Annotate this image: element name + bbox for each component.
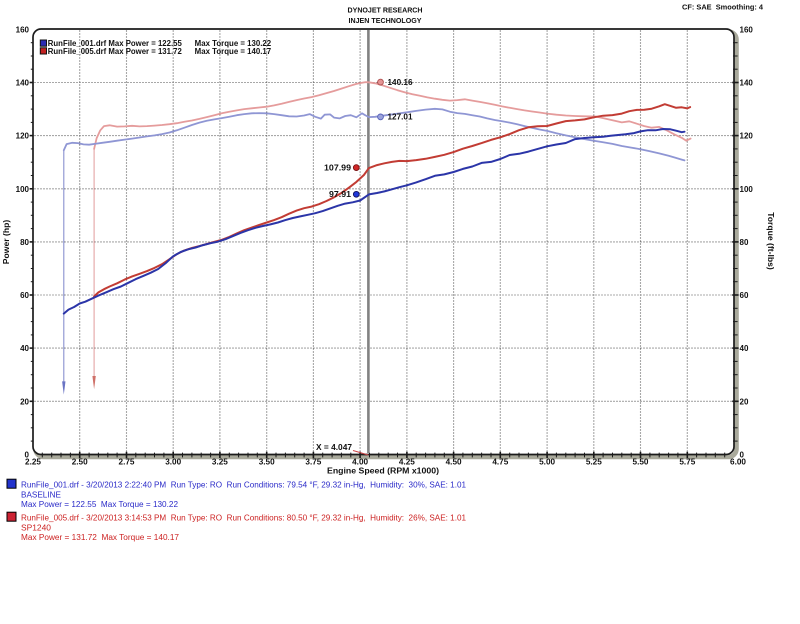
svg-text:80: 80 bbox=[740, 238, 749, 247]
svg-text:20: 20 bbox=[740, 397, 749, 406]
svg-text:120: 120 bbox=[16, 132, 30, 141]
svg-text:80: 80 bbox=[20, 238, 29, 247]
svg-text:Torque (ft-lbs): Torque (ft-lbs) bbox=[766, 212, 776, 270]
svg-text:40: 40 bbox=[740, 344, 749, 353]
svg-text:3.50: 3.50 bbox=[259, 457, 275, 466]
svg-text:CF: SAE Smoothing: 4: CF: SAE Smoothing: 4 bbox=[682, 3, 764, 12]
svg-text:140.16: 140.16 bbox=[388, 78, 414, 87]
svg-text:5.00: 5.00 bbox=[539, 457, 555, 466]
svg-text:Power (hp): Power (hp) bbox=[1, 220, 11, 265]
svg-text:4.25: 4.25 bbox=[399, 457, 415, 466]
svg-text:4.50: 4.50 bbox=[446, 457, 462, 466]
svg-text:127.01: 127.01 bbox=[388, 113, 414, 122]
svg-text:5.25: 5.25 bbox=[586, 457, 602, 466]
svg-text:140: 140 bbox=[16, 79, 30, 88]
svg-text:DYNOJET RESEARCH: DYNOJET RESEARCH bbox=[348, 6, 423, 15]
svg-text:Max Power = 131.72 Max Torque: Max Power = 131.72 Max Torque = 140.17 bbox=[21, 533, 180, 542]
svg-text:100: 100 bbox=[740, 185, 754, 194]
svg-text:4.75: 4.75 bbox=[492, 457, 508, 466]
svg-text:0: 0 bbox=[740, 451, 745, 460]
svg-text:2.50: 2.50 bbox=[72, 457, 88, 466]
svg-text:97.91: 97.91 bbox=[329, 190, 352, 199]
svg-text:X = 4.047: X = 4.047 bbox=[316, 443, 353, 452]
svg-text:100: 100 bbox=[16, 185, 30, 194]
svg-text:4.00: 4.00 bbox=[352, 457, 368, 466]
svg-text:0: 0 bbox=[25, 451, 30, 460]
svg-text:Engine Speed (RPM x1000): Engine Speed (RPM x1000) bbox=[327, 466, 439, 476]
svg-text:RunFile_005.drf Max Power = 13: RunFile_005.drf Max Power = 131.72 bbox=[48, 47, 183, 56]
svg-text:160: 160 bbox=[740, 26, 754, 35]
svg-text:Max Power = 122.55 Max Torque: Max Power = 122.55 Max Torque = 130.22 bbox=[21, 500, 179, 509]
svg-text:SP1240: SP1240 bbox=[21, 523, 52, 532]
svg-text:60: 60 bbox=[20, 291, 29, 300]
svg-text:Max Torque = 130.22: Max Torque = 130.22 bbox=[195, 39, 272, 48]
svg-text:2.25: 2.25 bbox=[25, 457, 41, 466]
svg-text:20: 20 bbox=[20, 397, 29, 406]
svg-text:40: 40 bbox=[20, 344, 29, 353]
svg-text:BASELINE: BASELINE bbox=[21, 490, 61, 499]
svg-text:RunFile_005.drf - 3/20/2013 3:: RunFile_005.drf - 3/20/2013 3:14:53 PM R… bbox=[21, 514, 467, 523]
svg-text:INJEN TECHNOLOGY: INJEN TECHNOLOGY bbox=[349, 16, 422, 25]
svg-text:5.50: 5.50 bbox=[633, 457, 649, 466]
svg-text:5.75: 5.75 bbox=[679, 457, 695, 466]
svg-text:107.99: 107.99 bbox=[324, 163, 352, 172]
svg-text:60: 60 bbox=[740, 291, 749, 300]
svg-text:140: 140 bbox=[740, 79, 754, 88]
svg-text:3.75: 3.75 bbox=[305, 457, 321, 466]
svg-text:6.00: 6.00 bbox=[730, 457, 746, 466]
svg-text:3.25: 3.25 bbox=[212, 457, 228, 466]
svg-text:160: 160 bbox=[16, 26, 30, 35]
svg-text:RunFile_001.drf Max Power = 12: RunFile_001.drf Max Power = 122.55 bbox=[48, 39, 183, 48]
svg-text:3.00: 3.00 bbox=[165, 457, 181, 466]
svg-text:2.75: 2.75 bbox=[119, 457, 135, 466]
svg-text:120: 120 bbox=[740, 132, 754, 141]
svg-text:Max Torque = 140.17: Max Torque = 140.17 bbox=[195, 47, 272, 56]
svg-text:RunFile_001.drf - 3/20/2013 2:: RunFile_001.drf - 3/20/2013 2:22:40 PM R… bbox=[21, 481, 467, 490]
